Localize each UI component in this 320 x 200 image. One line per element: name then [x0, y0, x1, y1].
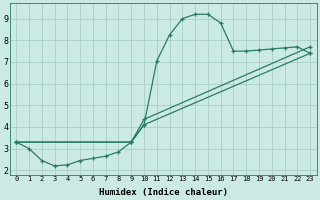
X-axis label: Humidex (Indice chaleur): Humidex (Indice chaleur) [99, 188, 228, 197]
